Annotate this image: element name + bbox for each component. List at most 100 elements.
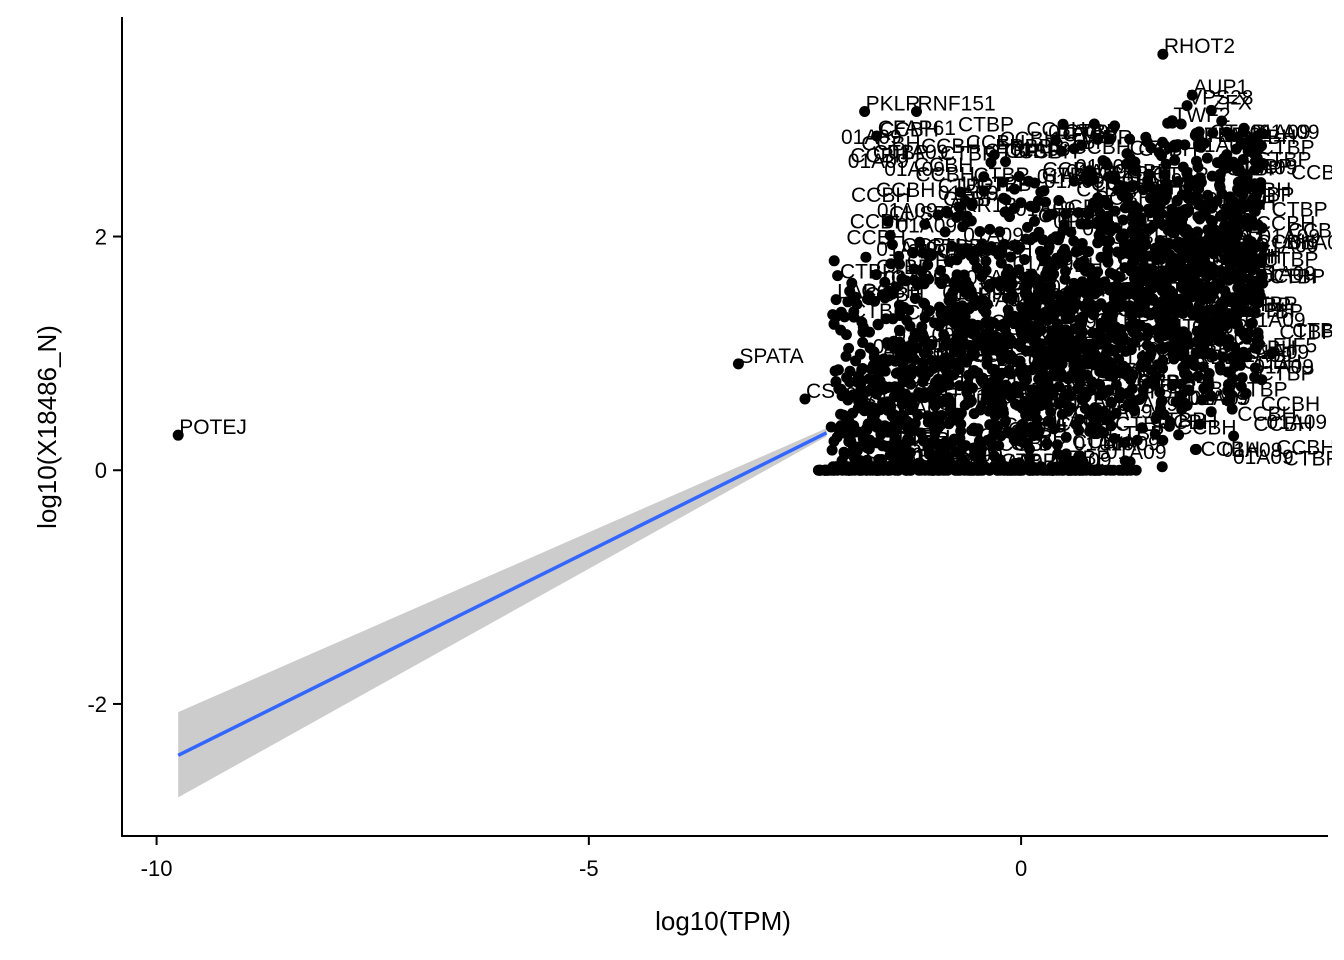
cloud-label-texture: CCBH xyxy=(1035,372,1095,395)
cloud-label-texture: CCBH xyxy=(1237,403,1297,426)
cloud-point xyxy=(828,464,840,476)
cloud-point xyxy=(1183,227,1195,238)
cloud-point xyxy=(1153,147,1165,159)
cloud-label-texture: CTBP xyxy=(1055,447,1111,470)
cloud-label-texture: CTBP xyxy=(919,444,975,467)
cloud-point xyxy=(1215,298,1227,310)
point-label: PA3 xyxy=(1225,223,1263,246)
cloud-point xyxy=(1081,246,1093,258)
cloud-label-texture: 01A09 xyxy=(877,200,938,223)
cloud-label-texture: CCBH xyxy=(947,284,1007,307)
point-label: S100A4 xyxy=(1160,290,1235,313)
cloud-label-texture: CCBH xyxy=(851,184,911,207)
cloud-point xyxy=(990,330,1002,342)
cloud-label-texture: CCBH xyxy=(850,145,910,168)
cloud-label-texture: CCBH xyxy=(973,239,1033,262)
cloud-label-texture: CTBP xyxy=(1010,420,1066,443)
cloud-point xyxy=(1075,354,1087,366)
cloud-label-texture: CTBP xyxy=(865,441,921,464)
cloud-point xyxy=(893,250,905,262)
cloud-label-texture: CCBH xyxy=(861,280,921,303)
cloud-label-texture: CTBP xyxy=(1256,149,1312,172)
cloud-point xyxy=(907,393,919,405)
cloud-label-texture: CTBP xyxy=(976,173,1032,196)
cloud-point xyxy=(1207,350,1219,362)
cloud-point xyxy=(932,209,944,221)
cloud-point xyxy=(1140,357,1152,369)
cloud-label-texture: CCBH xyxy=(1026,119,1086,142)
cloud-point xyxy=(936,316,948,328)
cloud-point xyxy=(965,395,977,407)
cloud-point xyxy=(895,355,907,367)
cloud-point xyxy=(1073,314,1085,326)
cloud-label-texture: CTBP xyxy=(1181,378,1237,401)
cloud-point xyxy=(1173,429,1185,441)
cloud-label-texture: 01A09 xyxy=(884,158,945,181)
cloud-label-texture: CTBP xyxy=(879,425,935,448)
cloud-point xyxy=(848,420,860,432)
cloud-point xyxy=(1127,326,1139,338)
cloud-point xyxy=(1175,244,1187,255)
cloud-label-texture: CTBP xyxy=(1178,201,1234,224)
cloud-point xyxy=(1175,118,1187,130)
cloud-label-texture: CCBH xyxy=(1008,418,1068,441)
cloud-point xyxy=(1109,205,1121,217)
cloud-label-texture: CCBH xyxy=(921,135,981,158)
cloud-point xyxy=(995,257,1007,269)
cloud-point xyxy=(1198,256,1210,268)
cloud-point xyxy=(1056,408,1068,420)
cloud-point xyxy=(908,333,920,345)
cloud-label-texture: 01A09 xyxy=(1061,382,1122,405)
cloud-point xyxy=(1126,383,1138,395)
labeled-point: CUSP xyxy=(882,202,947,227)
cloud-point xyxy=(1196,394,1208,406)
cloud-point xyxy=(1124,152,1136,164)
cloud-point xyxy=(1093,229,1105,241)
cloud-label-texture: CCBH xyxy=(1258,265,1318,288)
cloud-point xyxy=(978,171,990,183)
labeled-point: WDR xyxy=(1076,126,1133,151)
cloud-label-texture: CCBH xyxy=(1181,244,1241,267)
cloud-point xyxy=(886,239,898,251)
cloud-label-texture: CTBP xyxy=(851,300,907,323)
cloud-label-texture: CCBH xyxy=(1048,383,1108,406)
point-label: POTEJ xyxy=(179,416,247,439)
cloud-label-texture: CCBH xyxy=(1158,411,1218,434)
data-point xyxy=(1218,236,1230,248)
cloud-point xyxy=(1160,158,1172,170)
cloud-point xyxy=(832,270,844,282)
cloud-point xyxy=(1084,165,1096,177)
cloud-label-texture: CCBH xyxy=(966,131,1026,154)
cloud-label-texture: 01A09 xyxy=(992,325,1053,348)
cloud-point xyxy=(1194,173,1206,185)
cloud-point xyxy=(937,305,949,317)
cloud-point xyxy=(840,350,852,362)
cloud-point xyxy=(1221,126,1233,138)
cloud-label-texture: 01A09 xyxy=(1066,161,1127,184)
cloud-label-texture: CTBP xyxy=(937,240,993,263)
cloud-point xyxy=(1257,128,1269,140)
cloud-point xyxy=(894,258,905,270)
cloud-point xyxy=(1253,199,1265,211)
cloud-point xyxy=(929,400,941,412)
cloud-point xyxy=(1074,377,1086,389)
cloud-label-texture: 01A09 xyxy=(1118,393,1179,416)
cloud-point xyxy=(1151,253,1163,265)
cloud-point xyxy=(905,464,917,476)
cloud-point xyxy=(917,391,928,403)
cloud-label-texture: 01A09 xyxy=(1237,157,1298,180)
cloud-point xyxy=(1045,370,1056,382)
cloud-label-texture: CCBH xyxy=(1072,136,1132,159)
cloud-label-texture: CTBP xyxy=(893,429,949,452)
cloud-point xyxy=(1102,199,1114,211)
cloud-label-texture: CTBP xyxy=(1042,164,1098,187)
cloud-point xyxy=(1105,225,1116,237)
cloud-point xyxy=(832,364,844,376)
cloud-point xyxy=(1098,406,1110,417)
cloud-label-texture: 01A09 xyxy=(963,224,1024,247)
cloud-point xyxy=(880,313,892,325)
cloud-point xyxy=(1033,373,1045,385)
cloud-label-texture: 01A09 xyxy=(994,273,1055,296)
cloud-point xyxy=(892,382,904,394)
cloud-point xyxy=(1039,360,1051,372)
